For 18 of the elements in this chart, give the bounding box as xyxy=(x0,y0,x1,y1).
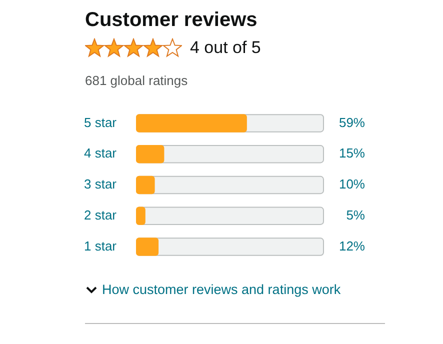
data-label: 59% xyxy=(338,114,366,130)
data-label: 10% xyxy=(338,176,366,192)
y-tick-label: 2 star xyxy=(84,207,118,222)
data-label: 5% xyxy=(346,207,366,222)
text: 681 global ratings xyxy=(85,73,188,88)
chart-title: Customer reviews xyxy=(85,9,258,32)
data-label: 15% xyxy=(338,146,366,161)
data-label: 12% xyxy=(338,238,366,254)
chart-subtitle: 4 out of 5 xyxy=(190,38,261,58)
bar xyxy=(136,238,159,256)
text: How customer reviews and ratings work xyxy=(102,282,341,297)
y-tick-label: 4 star xyxy=(84,146,118,161)
bar xyxy=(136,145,164,164)
bar xyxy=(136,206,146,225)
y-tick-label: 1 star xyxy=(84,238,118,254)
y-tick-label: 3 star xyxy=(84,176,118,192)
y-tick-label: 5 star xyxy=(84,114,118,130)
bar xyxy=(136,176,155,194)
